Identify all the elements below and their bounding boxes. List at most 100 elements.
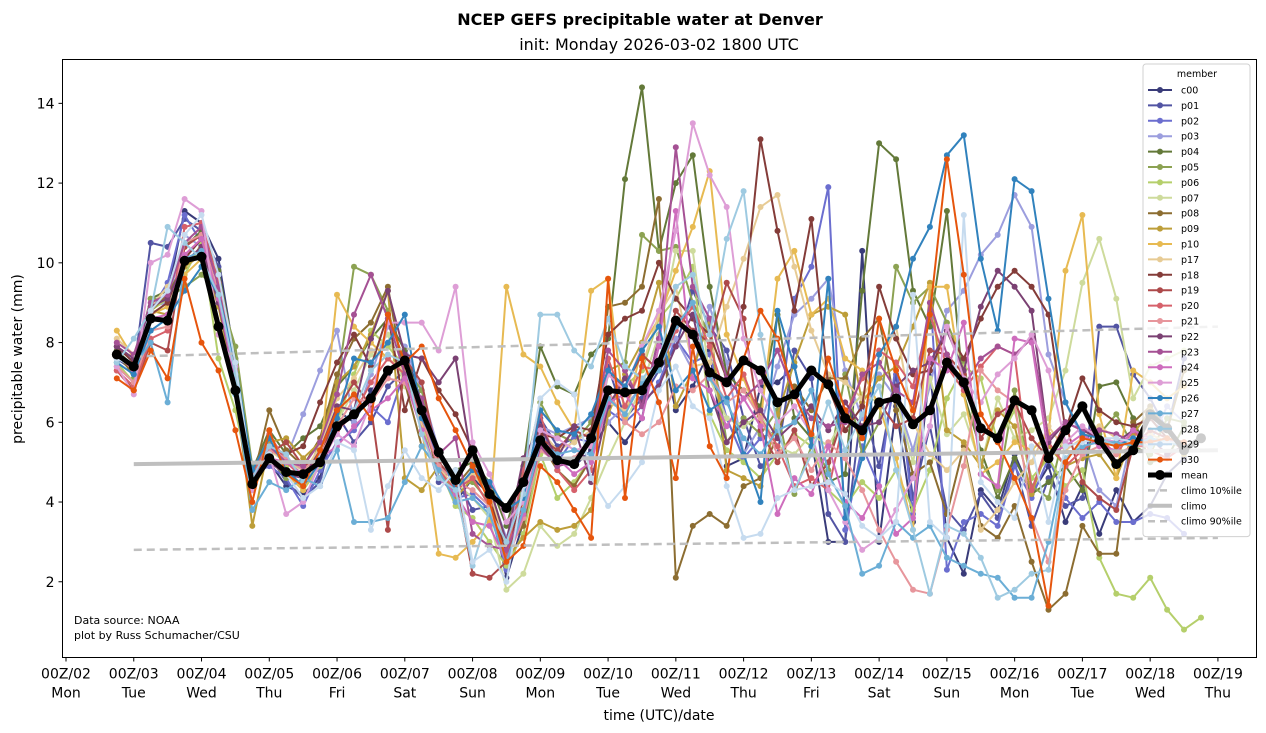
data-point-p27-30 [622, 411, 628, 418]
data-point-p20-41 [808, 475, 815, 482]
data-point-p09-45 [876, 375, 883, 382]
data-point-p21-47 [910, 586, 916, 593]
data-point-p03-13 [334, 327, 340, 334]
data-point-p01-43 [842, 538, 849, 545]
data-point-p26-39 [774, 307, 781, 314]
data-point-p29-43 [842, 491, 849, 497]
data-point-mean-3 [162, 315, 173, 326]
data-point-p25-32 [655, 307, 662, 314]
data-point-p29-17 [401, 447, 408, 454]
data-point-p27-9 [266, 479, 273, 486]
data-point-p01-38 [757, 463, 764, 470]
data-point-mean-31 [637, 385, 647, 396]
data-point-p28-33 [672, 283, 679, 290]
data-point-p06-64 [1198, 614, 1204, 621]
data-point-mean-14 [349, 409, 359, 420]
data-point-p30-23 [503, 558, 510, 565]
data-point-p24-35 [706, 387, 713, 394]
data-point-p18-50 [960, 355, 967, 362]
data-point-p19-39 [774, 459, 781, 466]
data-point-p08-59 [1113, 550, 1120, 557]
data-point-p22-16 [384, 287, 391, 294]
x-tick-day-label: Tue [595, 686, 620, 702]
series-line-p29 [116, 214, 1184, 583]
legend-label: p10 [1181, 240, 1199, 251]
data-point-p30-33 [672, 475, 679, 482]
data-point-p02-57 [1079, 515, 1086, 521]
climo-line [133, 448, 1218, 467]
chart-title: NCEP GEFS precipitable water at Denver [457, 10, 823, 29]
data-point-p30-44 [859, 435, 866, 442]
data-point-mean-15 [365, 393, 376, 404]
data-point-p07-56 [1062, 367, 1069, 374]
data-point-p02-41 [808, 263, 815, 270]
x-tick-label: 00Z/03 [109, 667, 159, 683]
data-point-p22-36 [723, 439, 730, 446]
y-axis: 2 4 6 8 10 12 14 [37, 96, 63, 591]
data-point-p28-9 [266, 443, 273, 450]
data-point-p19-51 [977, 435, 984, 442]
legend-entry-p25: p25 [1148, 378, 1199, 389]
data-point-p25-40 [791, 403, 798, 410]
data-point-p23-11 [300, 463, 307, 470]
data-point-p26-27 [571, 431, 578, 438]
data-point-mean-32 [653, 357, 664, 368]
data-point-p17-38 [757, 204, 764, 210]
data-point-p29-18 [418, 475, 425, 482]
data-point-mean-13 [332, 421, 342, 432]
data-point-mean-20 [450, 475, 461, 486]
x-tick-day-label: Mon [1000, 686, 1030, 702]
data-point-p25-21 [469, 439, 476, 446]
data-point-p09-8 [249, 522, 256, 529]
data-point-p04-34 [689, 152, 696, 159]
data-point-p01-51 [977, 491, 984, 497]
data-point-p08-57 [1079, 522, 1086, 529]
legend-entry-p07: p07 [1148, 193, 1199, 204]
data-point-p29-35 [706, 415, 713, 422]
data-point-p30-56 [1062, 459, 1069, 466]
data-point-p28-27 [571, 347, 578, 354]
data-point-p23-34 [689, 283, 696, 290]
data-point-mean-21 [467, 445, 478, 456]
data-point-p23-20 [452, 435, 459, 442]
data-point-p17-37 [740, 255, 747, 262]
data-point-p30-6 [215, 367, 222, 374]
data-point-p21-34 [689, 387, 696, 394]
data-point-p02-52 [994, 522, 1001, 529]
data-point-p04-46 [893, 156, 900, 163]
data-point-p01-45 [876, 463, 883, 470]
data-point-c00-50 [960, 570, 967, 577]
series-line-p24 [116, 210, 1184, 563]
data-point-p08-48 [926, 459, 933, 466]
legend-entry-climo: climo [1148, 501, 1207, 512]
data-point-p29-7 [232, 359, 239, 366]
data-point-p30-27 [571, 507, 578, 513]
data-point-p18-45 [876, 283, 883, 290]
data-point-p29-31 [639, 459, 645, 466]
data-point-p27-50 [960, 562, 967, 569]
legend-label: p24 [1181, 363, 1199, 374]
data-point-p28-46 [893, 467, 900, 474]
data-point-p18-31 [639, 307, 645, 314]
data-point-p29-21 [469, 558, 476, 565]
data-point-p30-8 [249, 499, 256, 505]
data-point-p21-46 [893, 558, 900, 565]
data-point-p21-32 [655, 419, 662, 426]
data-point-mean-40 [789, 389, 800, 400]
data-point-p26-53 [1011, 176, 1018, 183]
legend-entry-p18: p18 [1148, 270, 1199, 281]
data-point-p30-51 [977, 411, 984, 418]
data-point-mean-58 [1094, 435, 1105, 446]
data-point-p30-19 [435, 395, 442, 402]
data-point-p02-42 [825, 184, 832, 191]
legend-label: p18 [1181, 270, 1199, 281]
data-point-p03-52 [994, 231, 1001, 238]
legend-marker [1157, 333, 1163, 340]
data-point-p26-46 [893, 323, 900, 330]
data-point-p10-39 [774, 275, 781, 282]
data-point-p24-52 [994, 483, 1001, 490]
data-point-p18-51 [977, 315, 984, 322]
series-p29 [113, 212, 1187, 585]
data-point-p30-59 [1113, 443, 1120, 450]
data-point-p28-45 [876, 383, 883, 390]
